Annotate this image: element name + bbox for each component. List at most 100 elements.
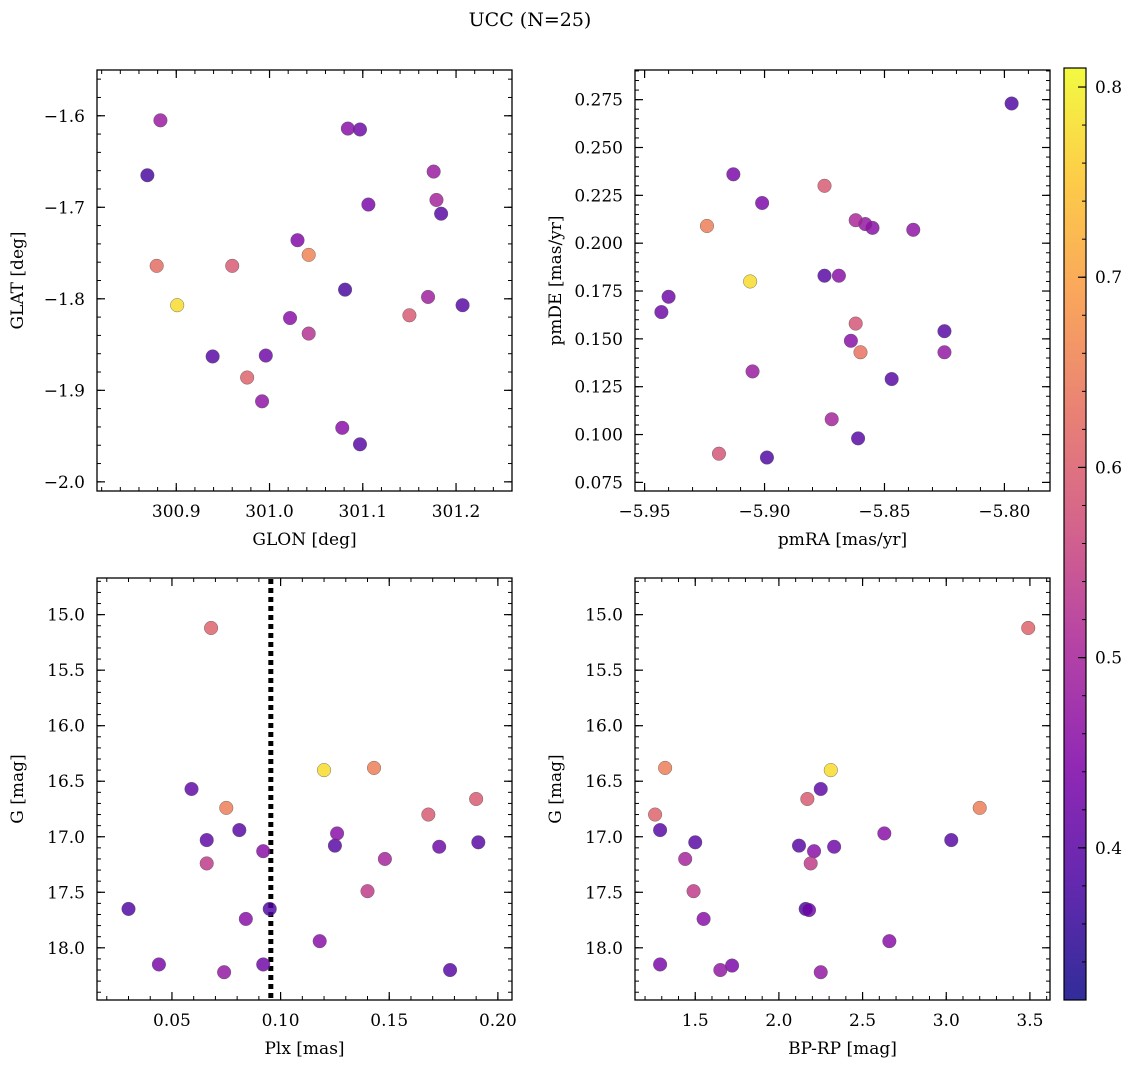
data-point — [290, 233, 305, 248]
x-tick-label: 301.1 — [338, 502, 387, 522]
x-tick-label: 301.0 — [245, 502, 294, 522]
x-tick-label: 301.2 — [432, 502, 481, 522]
colorbar-tick-label: 0.8 — [1095, 78, 1122, 98]
y-tick-label: 15.0 — [47, 606, 85, 626]
data-point — [688, 835, 703, 850]
x-tick-label: 300.9 — [152, 502, 201, 522]
data-point — [335, 420, 350, 435]
data-point — [791, 838, 806, 853]
data-point — [352, 122, 367, 137]
y-tick-label: −1.7 — [44, 198, 85, 218]
x-tick-label: −5.90 — [738, 502, 790, 522]
data-point — [429, 192, 444, 207]
data-point — [807, 844, 822, 859]
data-point — [256, 844, 271, 859]
data-point — [455, 298, 470, 313]
data-point — [906, 222, 921, 237]
y-axis-label: pmDE [mas/yr] — [546, 215, 566, 345]
data-point — [367, 760, 382, 775]
data-point — [803, 856, 818, 871]
data-point — [199, 856, 214, 871]
data-point — [421, 807, 436, 822]
y-tick-label: 15.0 — [585, 606, 623, 626]
y-tick-label: 0.275 — [574, 91, 623, 111]
data-point — [827, 839, 842, 854]
data-point — [217, 965, 232, 980]
x-tick-label: −5.95 — [619, 502, 671, 522]
x-tick-label: 1.5 — [682, 1011, 709, 1031]
data-point — [823, 763, 838, 778]
data-point — [817, 268, 832, 283]
data-point — [882, 934, 897, 949]
data-point — [654, 305, 669, 320]
data-point — [877, 826, 892, 841]
data-point — [184, 782, 199, 797]
panel-4: 1.5 2.0 2.5 3.0 3.5 15.0 15.5 16.0 16.5 17.0 17.5 1… — [546, 577, 1051, 1059]
data-point — [755, 195, 770, 210]
data-point — [338, 282, 353, 297]
data-point — [686, 884, 701, 899]
y-tick-label: −2.0 — [44, 473, 85, 493]
data-point — [301, 326, 316, 341]
figure-title: UCC (N=25) — [469, 9, 592, 31]
data-point — [262, 901, 277, 916]
x-tick-label: 0.15 — [370, 1011, 408, 1031]
colorbar: 0.4 0.5 0.6 0.7 0.8 — [1063, 67, 1122, 1001]
data-point — [443, 963, 458, 978]
y-tick-label: 17.5 — [585, 883, 623, 903]
x-tick-label: −5.85 — [858, 502, 910, 522]
data-point — [258, 348, 273, 363]
data-point — [759, 450, 774, 465]
data-point — [151, 957, 166, 972]
data-point — [831, 268, 846, 283]
y-tick-label: 18.0 — [47, 939, 85, 959]
y-tick-label: −1.8 — [44, 290, 85, 310]
y-tick-label: 0.100 — [574, 426, 623, 446]
data-point — [283, 311, 298, 326]
data-point — [471, 835, 486, 850]
data-point — [678, 851, 693, 866]
data-point — [653, 823, 668, 838]
data-point — [204, 620, 219, 635]
y-tick-label: 16.0 — [47, 717, 85, 737]
data-point — [653, 957, 668, 972]
data-point — [726, 167, 741, 182]
panel-2: −5.95 −5.90 −5.85 −5.80 0.075 0.100 0.125 0.150… — [546, 69, 1051, 550]
data-point — [225, 258, 240, 273]
data-point — [360, 884, 375, 899]
colorbar-tick-label: 0.6 — [1095, 458, 1122, 478]
data-point — [937, 324, 952, 339]
data-point — [745, 364, 760, 379]
colorbar-tick-label: 0.5 — [1095, 649, 1122, 669]
data-point — [1004, 96, 1019, 111]
data-point — [352, 437, 367, 452]
x-axis-label: BP-RP [mag] — [788, 1039, 897, 1059]
data-point — [944, 833, 959, 848]
data-point — [802, 903, 817, 918]
x-tick-label: 2.0 — [765, 1011, 792, 1031]
data-point — [851, 431, 866, 446]
data-point — [743, 274, 758, 289]
data-point — [327, 838, 342, 853]
data-point — [813, 965, 828, 980]
x-tick-label: 0.10 — [262, 1011, 300, 1031]
data-point — [255, 394, 270, 409]
colorbar-gradient — [1064, 68, 1086, 1000]
y-tick-label: −1.6 — [44, 107, 85, 127]
y-tick-label: 0.075 — [574, 473, 623, 493]
data-point — [153, 113, 168, 128]
data-point — [648, 807, 663, 822]
data-point — [312, 934, 327, 949]
data-point — [238, 911, 253, 926]
data-point — [402, 308, 417, 323]
colorbar-frame — [1063, 67, 1087, 1001]
y-tick-label: 0.200 — [574, 234, 623, 254]
data-point — [340, 121, 355, 136]
data-point — [937, 345, 952, 360]
axes-frame — [96, 577, 513, 1001]
data-point — [853, 345, 868, 360]
y-tick-label: 0.175 — [574, 282, 623, 302]
x-tick-label: 0.05 — [153, 1011, 191, 1031]
y-tick-label: 17.5 — [47, 883, 85, 903]
